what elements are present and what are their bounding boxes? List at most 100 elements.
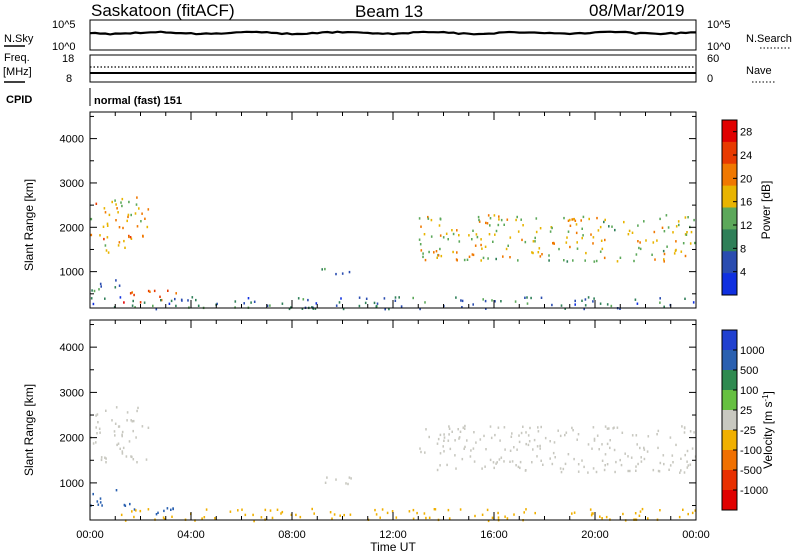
echo-cell [635, 253, 638, 256]
echo-cell [537, 430, 540, 433]
echo-cell [643, 457, 646, 461]
echo-cell [439, 452, 442, 455]
echo-cell [419, 243, 422, 246]
echo-cell [678, 515, 681, 519]
echo-cell [577, 433, 580, 436]
echo-cell [538, 247, 541, 250]
echo-cell [647, 435, 650, 438]
echo-cell [155, 513, 158, 516]
echo-cell [581, 459, 583, 462]
echo-cell [124, 504, 127, 507]
velocity-colorbar-label: Velocity [m s-1] [761, 391, 776, 469]
echo-cell [693, 218, 695, 222]
echo-cell [276, 508, 279, 511]
echo-cell [682, 508, 684, 511]
echo-cell [567, 453, 570, 456]
echo-cell [374, 508, 376, 512]
y-tick-label: 4000 [60, 342, 84, 354]
echo-cell [571, 512, 573, 515]
echo-cell [347, 482, 349, 486]
echo-cell [103, 207, 106, 210]
echo-cell [526, 302, 529, 305]
echo-cell [115, 203, 117, 206]
echo-cell [600, 239, 603, 242]
echo-cell [439, 433, 442, 437]
echo-cell [121, 434, 123, 438]
echo-cell [135, 436, 137, 439]
echo-cell [458, 240, 461, 243]
echo-cell [651, 253, 653, 256]
echo-cell [613, 448, 616, 452]
nsky-trace [89, 30, 697, 36]
echo-cell [497, 426, 500, 429]
echo-cell [144, 217, 146, 220]
echo-cell [439, 218, 442, 221]
echo-cell [438, 224, 441, 227]
echo-cell [638, 246, 640, 250]
echo-cell [528, 440, 531, 443]
echo-cell [521, 238, 523, 242]
echo-cell [90, 217, 93, 221]
echo-cell [605, 515, 608, 519]
echo-cell [375, 513, 378, 516]
echo-cell [686, 466, 689, 469]
echo-cell [114, 434, 116, 437]
echo-cell [627, 469, 629, 473]
echo-cell [566, 236, 568, 239]
nave-label: Nave [746, 65, 772, 77]
echo-cell [118, 425, 121, 428]
echo-cell [560, 470, 563, 474]
echo-cell [128, 235, 130, 239]
echo-cell [483, 434, 485, 438]
power-axes: 1000 2000 3000 4000 [60, 112, 697, 308]
echo-cell [460, 299, 462, 302]
echo-cell [471, 238, 473, 241]
nave-tick-bottom: 0 [707, 73, 713, 85]
nsky-tick-bottom: 10^0 [52, 41, 76, 53]
echo-cell [583, 307, 585, 311]
echo-cell [597, 229, 600, 232]
echo-cell [132, 429, 134, 433]
echo-cell [105, 409, 107, 412]
echo-cell [525, 431, 527, 434]
echo-cell [595, 259, 598, 263]
echo-cell [133, 515, 135, 519]
echo-cell [420, 249, 423, 252]
echo-cell [549, 230, 552, 233]
echo-cell [484, 299, 487, 303]
echo-cell [439, 247, 441, 251]
echo-cell [576, 438, 578, 441]
echo-cell [136, 461, 138, 464]
echo-cell [155, 308, 158, 311]
echo-cell [539, 444, 541, 448]
echo-cell [348, 476, 351, 479]
echo-cell [636, 302, 639, 305]
echo-cell [131, 291, 133, 294]
freq-unit-label: [MHz] [3, 66, 32, 78]
echo-cell [135, 509, 137, 512]
echo-cell [281, 302, 284, 305]
echo-cell [463, 258, 466, 262]
echo-cell [448, 425, 450, 428]
echo-cell [175, 292, 177, 295]
echo-cell [313, 512, 315, 515]
x-tick-label: 12:00 [379, 529, 407, 541]
echo-cell [638, 514, 641, 517]
colorbar-tick-label: -25 [740, 425, 756, 437]
echo-cell [416, 511, 418, 515]
echo-cell [587, 471, 589, 474]
echo-cell [606, 463, 609, 466]
echo-cell [172, 507, 174, 510]
echo-cell [686, 449, 689, 453]
echo-cell [338, 301, 341, 304]
echo-cell [534, 511, 536, 515]
echo-cell [673, 252, 676, 255]
echo-cell [335, 272, 337, 276]
echo-cell [534, 236, 536, 240]
echo-cell [500, 456, 503, 459]
echo-cell [639, 247, 642, 251]
echo-cell [376, 302, 379, 305]
echo-cell [675, 443, 677, 447]
echo-cell [562, 467, 565, 471]
echo-cell [485, 307, 487, 310]
